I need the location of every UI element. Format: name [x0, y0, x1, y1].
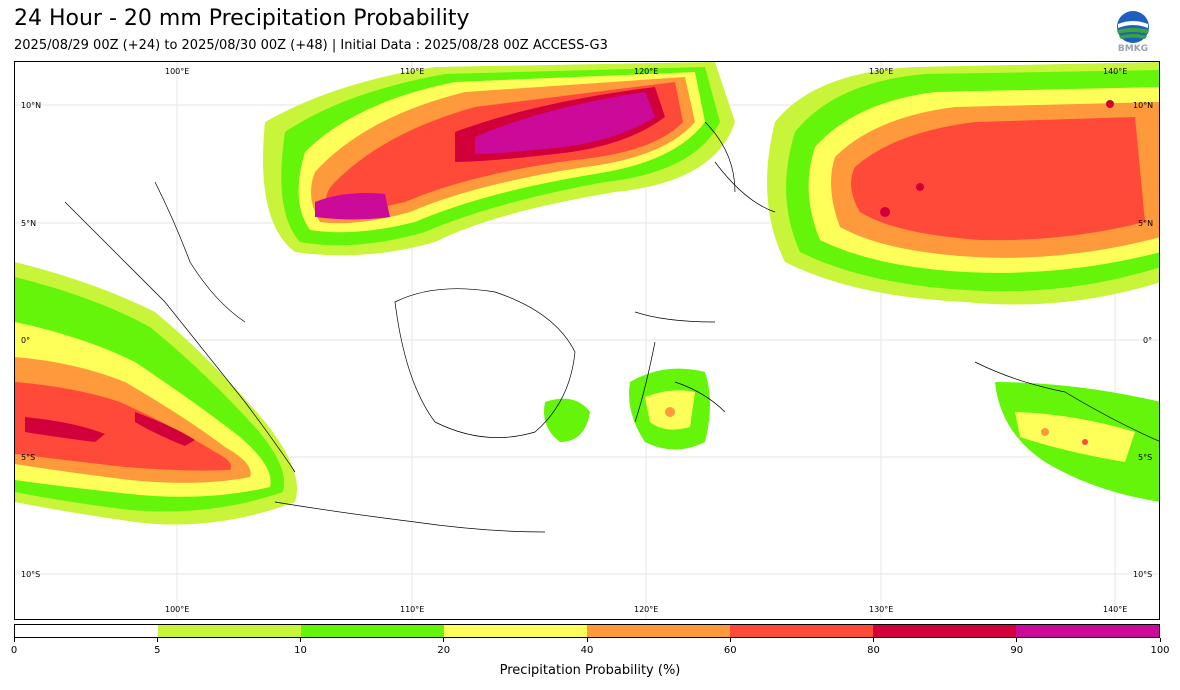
colorbar-segment	[444, 625, 587, 637]
lat-label-left: 5°S	[21, 453, 36, 462]
colorbar-tick-label: 80	[867, 645, 880, 656]
logo-text: BMKG	[1117, 44, 1149, 54]
lat-label-left: 10°N	[21, 101, 42, 110]
colorbar-tick	[156, 638, 158, 642]
lon-label-bottom: 130°E	[869, 605, 894, 614]
colorbar-tick-label: 10	[294, 645, 307, 656]
lon-label-top: 130°E	[869, 67, 894, 76]
precip-area-east	[544, 368, 1159, 502]
colorbar-tick-label: 0	[10, 645, 18, 656]
precip-area-indian-ocean	[15, 262, 297, 525]
lat-label-right: 5°N	[1138, 219, 1154, 228]
lat-label-left: 10°S	[21, 570, 41, 579]
lon-label-top: 110°E	[400, 67, 425, 76]
lat-label-right: 10°S	[1133, 570, 1153, 579]
colorbar-tick	[443, 638, 445, 642]
colorbar-tick-label: 60	[723, 645, 737, 656]
chart-title: 24 Hour - 20 mm Precipitation Probabilit…	[14, 6, 470, 31]
lat-label-right: 10°N	[1133, 101, 1154, 110]
colorbar-tick	[586, 638, 588, 642]
colorbar-tick-label: 5	[154, 645, 161, 656]
lon-label-bottom: 140°E	[1103, 605, 1128, 614]
bmkg-logo	[1117, 11, 1149, 43]
colorbar-tick	[13, 638, 15, 642]
colorbar-tick	[1016, 638, 1018, 642]
colorbar-segment	[301, 625, 444, 637]
colorbar-segment	[730, 625, 873, 637]
colorbar-segment	[587, 625, 730, 637]
colorbar-label: Precipitation Probability (%)	[499, 663, 681, 678]
colorbar-tick-label: 40	[580, 645, 594, 656]
lon-label-top: 120°E	[634, 67, 659, 76]
chart-subtitle: 2025/08/29 00Z (+24) to 2025/08/30 00Z (…	[14, 38, 608, 53]
colorbar-tick	[729, 638, 731, 642]
colorbar-segment	[873, 625, 1016, 637]
lon-label-top: 100°E	[165, 67, 190, 76]
lon-label-bottom: 120°E	[634, 605, 659, 614]
colorbar-tick	[1159, 638, 1161, 642]
lat-label-right: 5°S	[1138, 453, 1153, 462]
lon-label-top: 140°E	[1103, 67, 1128, 76]
map-canvas	[15, 62, 1159, 619]
precipitation-map: 100°E 110°E 120°E 130°E 140°E 100°E 110°…	[14, 61, 1160, 620]
colorbar-tick-label: 20	[437, 645, 451, 656]
lon-label-bottom: 110°E	[400, 605, 425, 614]
colorbar-tick	[300, 638, 301, 642]
colorbar-segment	[158, 625, 301, 637]
colorbar-segment	[15, 625, 158, 637]
lon-label-bottom: 100°E	[165, 605, 190, 614]
coastlines	[64, 121, 1159, 533]
precip-area-north-scs	[263, 62, 735, 256]
lat-label-left: 0°	[21, 336, 31, 345]
colorbar-segment	[1016, 625, 1159, 637]
precip-area-philippine-sea	[767, 62, 1159, 305]
colorbar-tick-label: 90	[1010, 645, 1024, 656]
lat-label-left: 5°N	[21, 219, 37, 228]
colorbar-tick-label: 100	[1150, 645, 1170, 656]
lat-label-right: 0°	[1143, 336, 1153, 345]
colorbar	[14, 624, 1160, 638]
colorbar-tick	[873, 638, 874, 642]
